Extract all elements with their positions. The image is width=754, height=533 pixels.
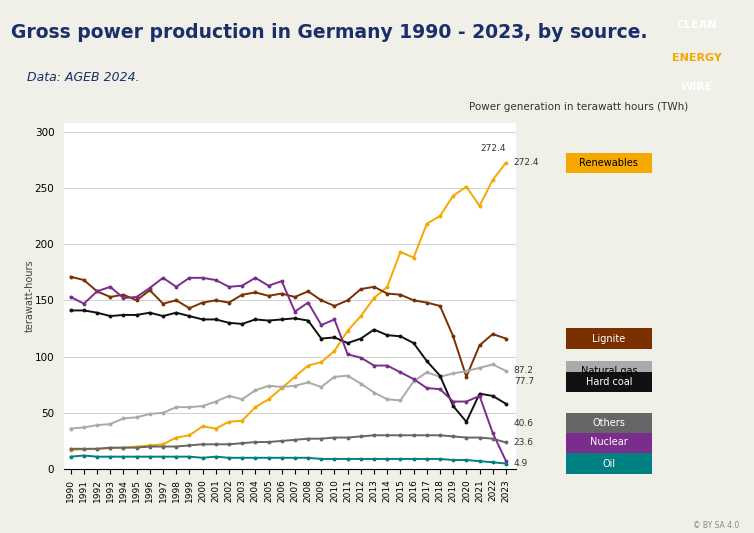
Text: 77.7: 77.7 <box>514 377 534 386</box>
Text: Power generation in terawatt hours (TWh): Power generation in terawatt hours (TWh) <box>469 102 688 112</box>
Text: 40.6: 40.6 <box>514 419 534 428</box>
Text: Gross power production in Germany 1990 - 2023, by source.: Gross power production in Germany 1990 -… <box>11 23 648 42</box>
Text: 272.4: 272.4 <box>480 144 505 153</box>
Text: terawatt-hours: terawatt-hours <box>25 260 35 332</box>
Text: 272.4: 272.4 <box>514 158 539 167</box>
Text: Hard coal: Hard coal <box>586 377 632 386</box>
Text: Oil: Oil <box>602 458 615 469</box>
Text: Data: AGEB 2024.: Data: AGEB 2024. <box>11 71 140 84</box>
Text: 4.9: 4.9 <box>514 459 528 468</box>
Text: © BY SA 4.0: © BY SA 4.0 <box>693 521 739 530</box>
Text: CLEAN: CLEAN <box>676 20 717 30</box>
Text: Natural gas: Natural gas <box>581 366 637 376</box>
Text: WIRE: WIRE <box>681 82 713 92</box>
Text: Lignite: Lignite <box>592 334 626 344</box>
Text: Renewables: Renewables <box>579 158 639 168</box>
Text: Others: Others <box>593 418 625 429</box>
Text: Nuclear: Nuclear <box>590 438 628 448</box>
Text: 87.2: 87.2 <box>514 367 534 375</box>
Text: 23.6: 23.6 <box>514 438 534 447</box>
Text: ENERGY: ENERGY <box>672 53 722 63</box>
